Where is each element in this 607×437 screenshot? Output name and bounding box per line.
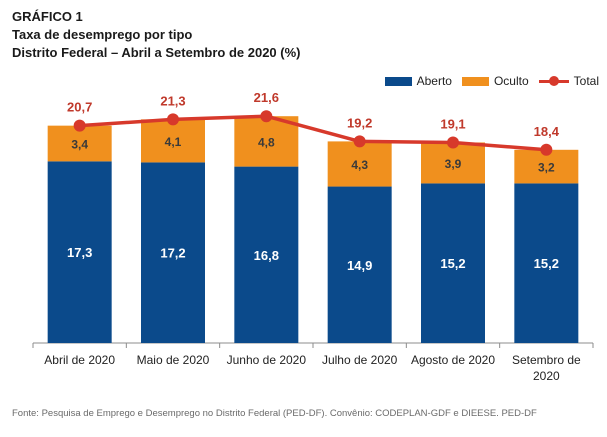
data-label-oculto: 4,1 [165,135,182,149]
figure-label: GRÁFICO 1 [12,9,83,24]
total-point [540,143,553,156]
data-label-total: 21,3 [160,93,185,108]
legend-item-aberto: Aberto [384,74,452,88]
bar-oculto [421,142,485,184]
bar-oculto [141,119,205,163]
data-label-aberto: 16,8 [254,248,279,263]
bar-aberto [514,183,579,343]
data-label-total: 20,7 [67,100,92,115]
data-label-aberto: 15,2 [440,256,465,271]
data-label-aberto: 15,2 [534,256,559,271]
bar-aberto [47,161,112,343]
bar-aberto [327,186,392,343]
data-label-oculto: 3,2 [538,161,555,175]
data-label-oculto: 3,4 [71,138,88,152]
total-point [353,135,366,148]
x-tick-label: Agosto de 2020 [411,353,495,367]
legend-label-total: Total [573,74,599,88]
bar-aberto [421,183,485,343]
x-tick-label: Abril de 2020 [44,353,115,367]
data-label-oculto: 3,9 [445,157,462,171]
bar-oculto [234,116,299,167]
bar-oculto [327,141,392,187]
legend-item-total: Total [538,74,599,88]
data-label-total: 19,1 [440,116,465,131]
chart-subtitle: Distrito Federal – Abril a Setembro de 2… [12,45,301,60]
x-tick-label: Maio de 2020 [137,353,210,367]
x-tick-label: Junho de 2020 [227,353,307,367]
total-point [260,110,273,123]
total-point [167,113,179,126]
data-label-oculto: 4,8 [258,135,275,149]
title-block: GRÁFICO 1 Taxa de desemprego por tipo Di… [12,8,301,62]
data-label-total: 19,2 [347,115,372,130]
total-point [447,136,459,149]
legend-swatch-aberto [384,76,412,86]
legend-label-aberto: Aberto [416,74,452,88]
chart-legend: Aberto Oculto Total [384,74,599,88]
data-label-total: 21,6 [254,90,279,105]
data-label-total: 18,4 [534,124,560,139]
legend-label-oculto: Oculto [493,74,529,88]
legend-swatch-oculto [461,76,489,86]
x-tick-label: Julho de 2020 [322,353,398,367]
chart-title: Taxa de desemprego por tipo [12,27,193,42]
data-label-oculto: 4,3 [351,158,368,172]
legend-item-oculto: Oculto [461,74,529,88]
data-label-aberto: 17,2 [160,246,185,261]
x-tick-label: Setembro de 2020 [512,353,581,383]
data-label-aberto: 14,9 [347,258,372,273]
total-point [73,119,86,132]
source-note: Fonte: Pesquisa de Emprego e Desemprego … [12,408,537,419]
total-line [79,114,547,152]
bar-aberto [234,166,299,343]
bar-aberto [141,162,205,343]
legend-swatch-total [538,75,569,87]
data-label-aberto: 17,3 [67,245,92,260]
